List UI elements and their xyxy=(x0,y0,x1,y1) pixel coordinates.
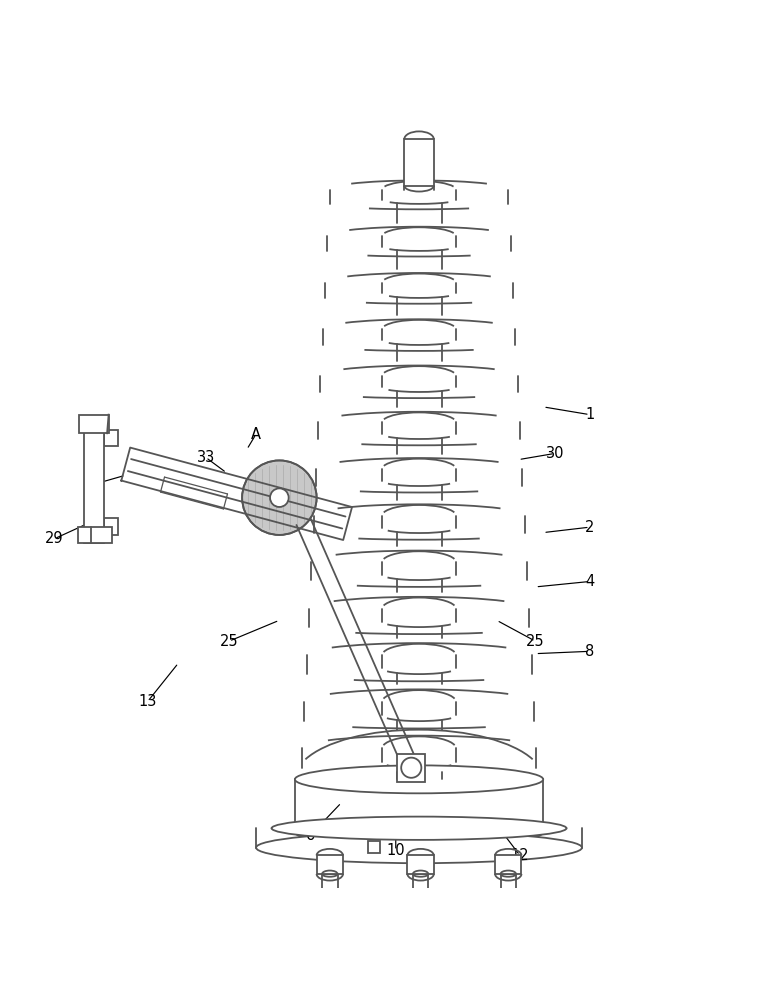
Text: 31: 31 xyxy=(84,477,102,492)
Bar xyxy=(322,874,338,977)
Text: 10: 10 xyxy=(386,843,405,858)
Ellipse shape xyxy=(382,232,456,250)
Circle shape xyxy=(270,488,289,507)
Ellipse shape xyxy=(382,650,456,673)
Bar xyxy=(317,855,343,874)
Ellipse shape xyxy=(382,325,456,344)
Text: A: A xyxy=(251,427,261,442)
Text: 25: 25 xyxy=(220,634,238,649)
Ellipse shape xyxy=(382,186,456,203)
Text: 25: 25 xyxy=(526,634,545,649)
Bar xyxy=(104,430,118,446)
Ellipse shape xyxy=(382,279,456,297)
Ellipse shape xyxy=(382,511,456,532)
Bar xyxy=(495,855,521,874)
Ellipse shape xyxy=(382,465,456,485)
Bar xyxy=(104,518,118,535)
Bar xyxy=(404,139,434,186)
Text: 8: 8 xyxy=(585,644,594,659)
Bar xyxy=(413,874,428,977)
Text: 1: 1 xyxy=(585,407,594,422)
Polygon shape xyxy=(501,977,525,998)
Ellipse shape xyxy=(295,817,543,847)
Text: 6: 6 xyxy=(306,828,315,843)
Bar xyxy=(501,874,516,977)
Ellipse shape xyxy=(382,558,456,579)
Text: 4: 4 xyxy=(585,574,594,589)
Ellipse shape xyxy=(256,832,582,863)
Circle shape xyxy=(242,460,317,535)
Text: 33: 33 xyxy=(196,450,215,465)
Ellipse shape xyxy=(382,697,456,720)
Ellipse shape xyxy=(382,743,456,767)
Circle shape xyxy=(401,758,421,778)
Bar xyxy=(84,429,104,543)
Bar xyxy=(407,855,434,874)
Bar xyxy=(368,841,380,853)
Text: 30: 30 xyxy=(546,446,564,461)
Ellipse shape xyxy=(382,604,456,626)
Text: 29: 29 xyxy=(45,531,64,546)
Bar xyxy=(397,754,425,782)
Polygon shape xyxy=(413,977,428,998)
Bar xyxy=(79,415,109,433)
Bar xyxy=(78,527,112,543)
Ellipse shape xyxy=(272,817,566,840)
Text: 12: 12 xyxy=(511,848,529,863)
Polygon shape xyxy=(314,977,338,998)
Ellipse shape xyxy=(295,765,543,793)
Text: 13: 13 xyxy=(138,694,157,709)
Ellipse shape xyxy=(382,372,456,391)
Ellipse shape xyxy=(382,418,456,438)
Text: 2: 2 xyxy=(585,520,594,535)
